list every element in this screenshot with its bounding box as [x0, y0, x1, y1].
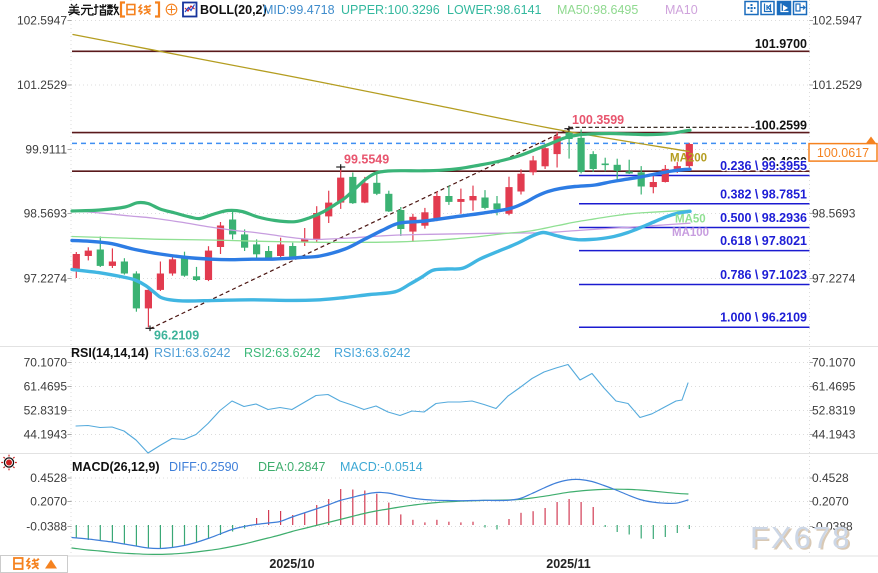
svg-text:0.2070: 0.2070: [812, 495, 849, 509]
svg-text:RSI(14,14,14): RSI(14,14,14): [71, 346, 149, 360]
svg-text:RSI3:63.6242: RSI3:63.6242: [334, 346, 410, 360]
svg-text:FX678: FX678: [752, 522, 853, 557]
svg-text:0.4528: 0.4528: [812, 471, 849, 485]
svg-text:MA100: MA100: [672, 227, 709, 239]
svg-text:MACD(26,12,9): MACD(26,12,9): [72, 460, 160, 474]
svg-text:BOLL(20,2): BOLL(20,2): [200, 3, 267, 17]
svg-text:70.1070: 70.1070: [24, 356, 68, 370]
svg-text:0.618 \ 97.8021: 0.618 \ 97.8021: [720, 234, 807, 248]
svg-text:MA10: MA10: [665, 3, 698, 17]
svg-text:2025/11: 2025/11: [546, 557, 591, 571]
svg-text:1.000 \ 96.2109: 1.000 \ 96.2109: [720, 311, 807, 325]
svg-text:52.8319: 52.8319: [24, 404, 68, 418]
svg-text:97.2274: 97.2274: [812, 272, 856, 286]
svg-text:MACD:-0.0514: MACD:-0.0514: [340, 460, 423, 474]
svg-text:52.8319: 52.8319: [812, 404, 856, 418]
svg-text:MID:99.4718: MID:99.4718: [263, 3, 335, 17]
svg-text:100.3599: 100.3599: [572, 113, 624, 127]
svg-text:0.786 \ 97.1023: 0.786 \ 97.1023: [720, 268, 807, 282]
svg-text:101.2529: 101.2529: [812, 78, 862, 92]
svg-text:100.2599: 100.2599: [755, 119, 807, 133]
svg-text:2025/10: 2025/10: [269, 557, 314, 571]
svg-text:MA50:98.6495: MA50:98.6495: [557, 3, 638, 17]
svg-text:61.4695: 61.4695: [812, 380, 856, 394]
svg-text:RSI2:63.6242: RSI2:63.6242: [244, 346, 320, 360]
svg-text:44.1943: 44.1943: [24, 428, 68, 442]
svg-text:0.2070: 0.2070: [30, 495, 67, 509]
svg-text:0.500 \ 98.2936: 0.500 \ 98.2936: [720, 211, 807, 225]
svg-text:FX678: FX678: [750, 520, 851, 555]
svg-text:-0.0388: -0.0388: [812, 520, 853, 534]
svg-text:0.4528: 0.4528: [30, 471, 67, 485]
svg-text:96.2109: 96.2109: [154, 329, 199, 343]
svg-text:0.236 \ 99.3955: 0.236 \ 99.3955: [720, 159, 807, 173]
svg-text:44.1943: 44.1943: [812, 428, 856, 442]
svg-text:98.5693: 98.5693: [24, 207, 68, 221]
svg-text:DEA:0.2847: DEA:0.2847: [258, 460, 325, 474]
svg-text:0.382 \ 98.7851: 0.382 \ 98.7851: [720, 187, 807, 201]
svg-text:MA50: MA50: [675, 214, 706, 226]
svg-text:97.2274: 97.2274: [24, 272, 68, 286]
svg-text:-0.0388: -0.0388: [26, 520, 67, 534]
svg-text:101.9700: 101.9700: [755, 37, 807, 51]
svg-text:102.5947: 102.5947: [812, 14, 862, 28]
svg-text:70.1070: 70.1070: [812, 356, 856, 370]
svg-text:98.5693: 98.5693: [812, 207, 856, 221]
svg-text:99.9111: 99.9111: [25, 143, 67, 157]
svg-text:RSI1:63.6242: RSI1:63.6242: [154, 346, 230, 360]
svg-text:100.0617: 100.0617: [817, 146, 869, 160]
svg-text:101.2529: 101.2529: [17, 78, 67, 92]
svg-text:61.4695: 61.4695: [24, 380, 68, 394]
svg-text:99.4600: 99.4600: [762, 155, 807, 169]
svg-text:DIFF:0.2590: DIFF:0.2590: [169, 460, 239, 474]
svg-text:99.5549: 99.5549: [344, 153, 389, 167]
svg-text:LOWER:98.6141: LOWER:98.6141: [447, 3, 542, 17]
svg-text:UPPER:100.3296: UPPER:100.3296: [341, 3, 440, 17]
svg-text:MA200: MA200: [670, 153, 707, 165]
svg-text:102.5947: 102.5947: [17, 14, 67, 28]
